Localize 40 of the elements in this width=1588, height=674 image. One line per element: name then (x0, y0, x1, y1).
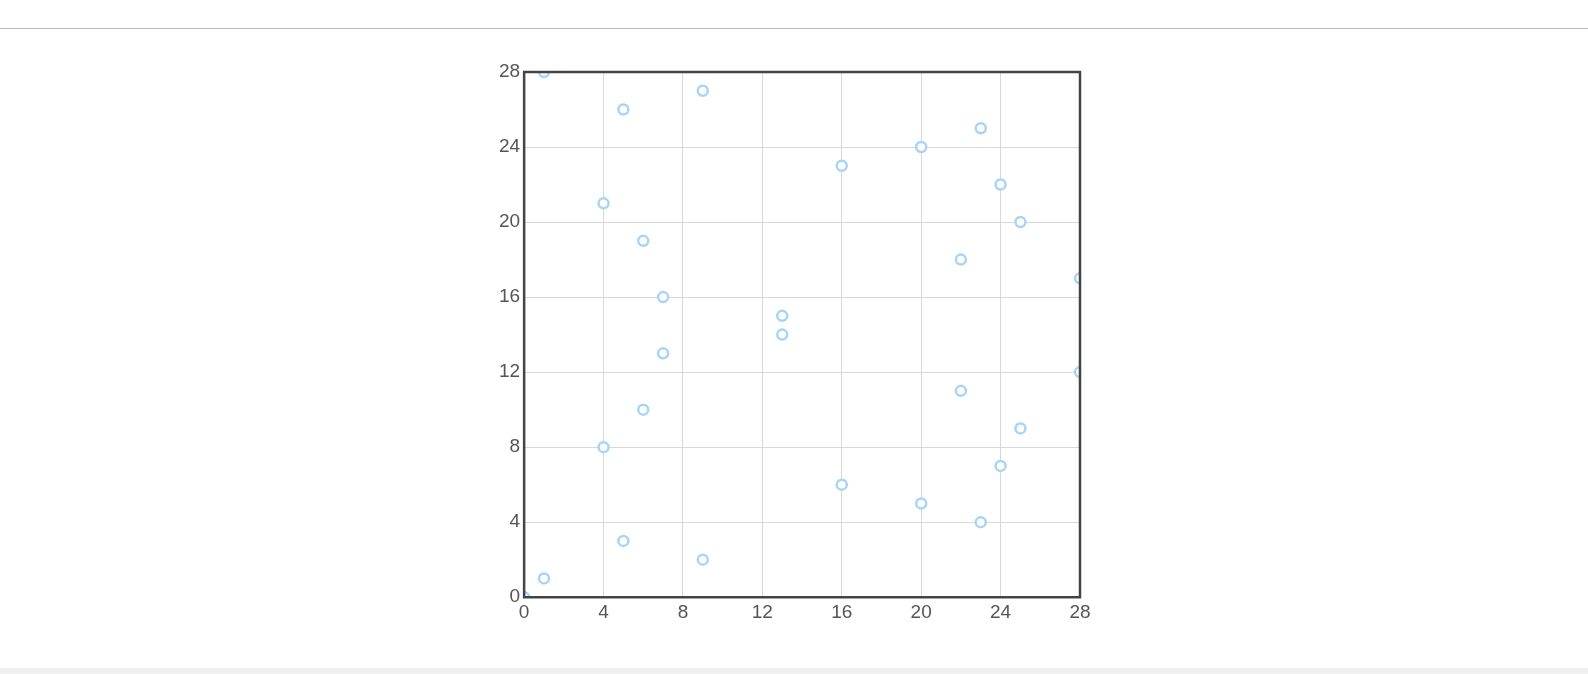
point (954, 253, 968, 266)
point (1014, 215, 1027, 229)
y-tick-label: 8 (509, 435, 521, 457)
point (1014, 422, 1027, 435)
y-tick-label: 24 (498, 135, 521, 157)
point (914, 497, 928, 510)
point (994, 178, 1007, 191)
point (775, 328, 789, 341)
x-tick-label: 24 (990, 600, 1012, 622)
point (637, 403, 650, 416)
point (914, 140, 928, 154)
point (656, 347, 670, 360)
point (537, 572, 551, 585)
x-tick-label: 12 (751, 600, 773, 622)
y-tick-label: 12 (498, 360, 521, 382)
point (775, 309, 789, 323)
point (835, 159, 849, 173)
x-tick-label: 20 (910, 600, 932, 622)
x-tick-label: 8 (677, 600, 689, 622)
y-tick-label: 16 (498, 285, 521, 307)
y-tick-label: 4 (509, 510, 521, 532)
point (835, 478, 849, 491)
point (974, 515, 987, 529)
point (994, 459, 1007, 473)
y-tick-label: 28 (498, 60, 521, 82)
point (974, 122, 987, 135)
x-tick-label: 4 (598, 600, 610, 622)
point (696, 84, 710, 98)
point (696, 553, 710, 566)
x-tick-label: 16 (831, 600, 853, 622)
point (617, 534, 630, 548)
point (597, 440, 610, 454)
point (656, 290, 670, 304)
point (954, 384, 968, 398)
x-tick-label: 28 (1069, 600, 1091, 622)
point (597, 197, 610, 210)
y-tick-label: 20 (498, 210, 521, 232)
point (637, 234, 650, 248)
point (617, 103, 630, 116)
y-tick-label: 0 (509, 585, 521, 607)
